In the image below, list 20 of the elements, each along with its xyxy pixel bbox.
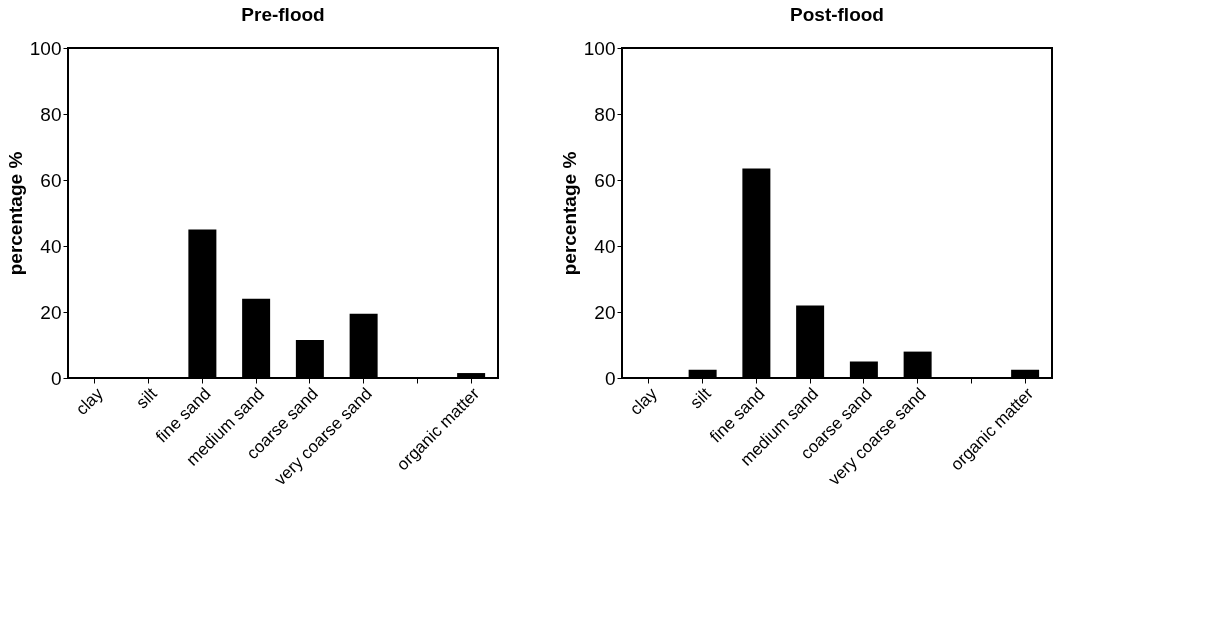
x-tick-label: clay (626, 383, 662, 419)
y-tick-label: 100 (29, 37, 62, 59)
y-tick-label: 40 (594, 235, 616, 257)
x-tick-label: silt (686, 383, 715, 413)
y-axis-title: percentage % (4, 151, 26, 276)
y-tick-label: 20 (594, 301, 616, 323)
y-tick-label: 80 (594, 103, 616, 125)
y-tick-label: 20 (40, 301, 62, 323)
x-tick-label: clay (72, 383, 108, 419)
y-tick-label: 60 (594, 169, 616, 191)
y-tick-label: 40 (40, 235, 62, 257)
y-tick-label: 60 (40, 169, 62, 191)
y-tick-label: 0 (50, 367, 62, 389)
y-axis-title: percentage % (558, 151, 580, 276)
chart-title: Pre-flood (241, 4, 325, 25)
y-tick-label: 80 (40, 103, 62, 125)
chart-title: Post-flood (790, 4, 884, 25)
y-tick-label: 0 (604, 367, 616, 389)
x-tick-label: silt (132, 383, 161, 413)
y-tick-label: 100 (583, 37, 616, 59)
